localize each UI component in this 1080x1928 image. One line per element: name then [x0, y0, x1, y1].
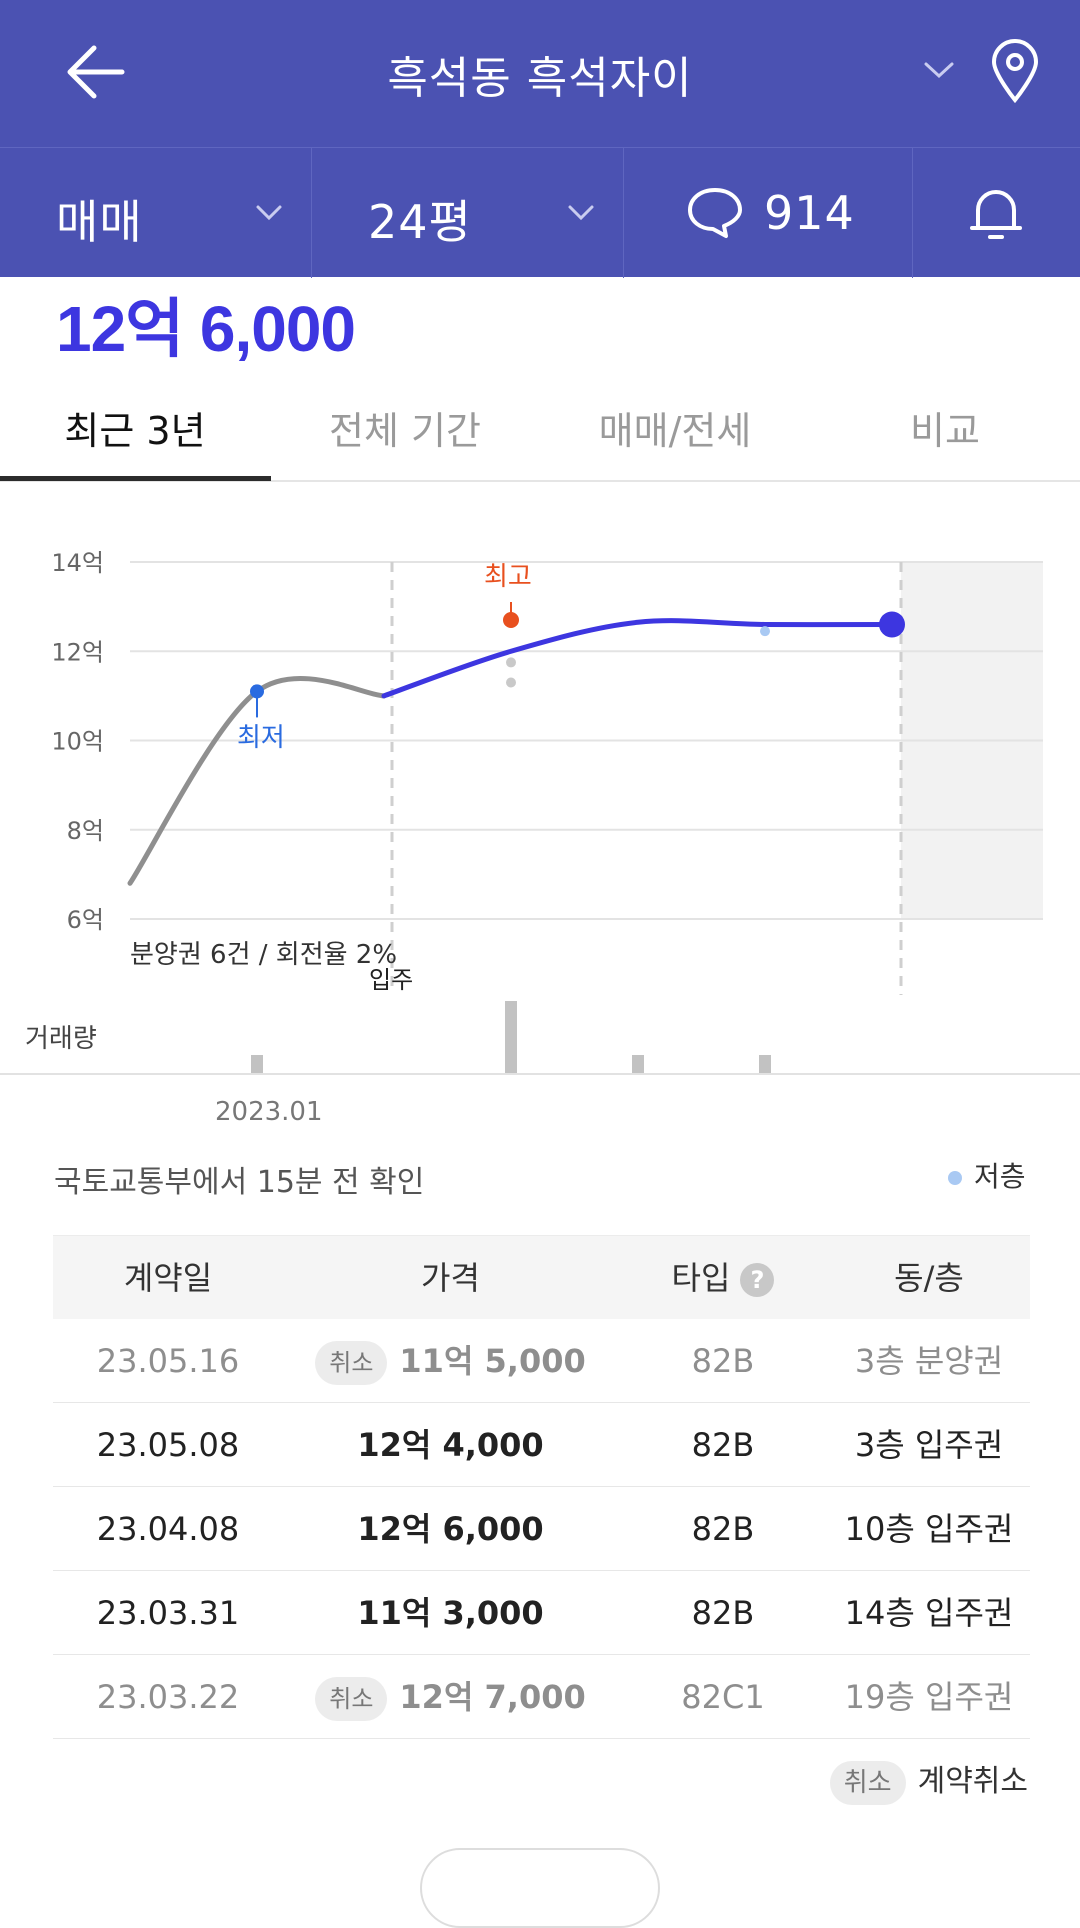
- contract-date: 23.03.31: [96, 1594, 240, 1632]
- table-row[interactable]: 23.05.08 12억 4,000 82B 3층 입주권: [53, 1403, 1030, 1487]
- trade-dot: [506, 657, 516, 668]
- back-arrow-icon[interactable]: [60, 40, 130, 104]
- header-type-text: 타입: [671, 1259, 731, 1297]
- cancel-legend: 취소 계약취소: [829, 1756, 1028, 1805]
- legend-dot-icon: [948, 1171, 962, 1185]
- location-pin-icon[interactable]: [990, 38, 1040, 104]
- cancel-legend-text: 계약취소: [917, 1764, 1028, 1799]
- help-icon[interactable]: ?: [740, 1263, 775, 1297]
- comments-button[interactable]: 914: [624, 148, 913, 278]
- cancel-badge: 취소: [315, 1341, 388, 1385]
- header-price: 가격: [421, 1259, 480, 1297]
- table-row[interactable]: 23.05.16 취소 11억 5,000 82B 3층 분양권: [53, 1319, 1030, 1403]
- price-trend-line: [381, 618, 895, 699]
- deal-price: 11억 3,000: [283, 1571, 618, 1654]
- deal-price-text: 12억 6,000: [357, 1510, 544, 1548]
- table-row[interactable]: 23.04.08 12억 6,000 82B 10층 입주권: [53, 1487, 1030, 1571]
- contract-date: 23.05.16: [96, 1342, 240, 1380]
- volume-bar: [759, 1055, 771, 1073]
- floor-info: 3층 입주권: [854, 1426, 1004, 1464]
- high-point: [503, 612, 519, 629]
- unit-type: 82B: [691, 1426, 755, 1464]
- current-price: 12억 6,000: [56, 293, 356, 365]
- complex-title[interactable]: 흑석동 흑석자이: [387, 53, 693, 104]
- contract-date: 23.05.08: [96, 1426, 240, 1464]
- y-tick-label: 12억: [51, 638, 104, 666]
- speech-bubble-icon: [688, 188, 742, 238]
- bell-icon: [970, 190, 1022, 239]
- comment-count: 914: [764, 186, 855, 240]
- current-point: [879, 611, 905, 638]
- tab-all-period[interactable]: 전체 기간: [329, 409, 481, 453]
- y-tick-label: 10억: [51, 728, 104, 756]
- tab-compare[interactable]: 비교: [910, 409, 980, 453]
- x-axis-date: 2023.01: [215, 1097, 323, 1127]
- table-row[interactable]: 23.03.31 11억 3,000 82B 14층 입주권: [53, 1571, 1030, 1655]
- cancel-badge: 취소: [315, 1677, 388, 1721]
- floor-info: 3층 분양권: [854, 1342, 1004, 1380]
- low-floor-text: 저층: [974, 1160, 1026, 1193]
- data-source: 국토교통부에서 15분 전 확인: [54, 1165, 425, 1200]
- unit-type: 82B: [691, 1342, 755, 1380]
- header-unit: 동/층: [894, 1259, 964, 1297]
- tab-recent-3y[interactable]: 최근 3년: [64, 409, 206, 453]
- y-tick-label: 8억: [67, 817, 104, 845]
- period-tabs: 최근 3년 전체 기간 매매/전세 비교: [0, 380, 1080, 482]
- chevron-down-icon: [568, 205, 594, 221]
- transaction-table: 계약일 가격 타입? 동/층 23.05.16 취소 11억 5,000 82B 3층 …: [53, 1235, 1030, 1739]
- move-in-label: 입주: [369, 966, 413, 994]
- chevron-down-icon: [256, 205, 282, 221]
- table-row[interactable]: 23.03.22 취소 12억 7,000 82C1 19층 입주권: [53, 1655, 1030, 1739]
- deal-price-text: 12억 7,000: [399, 1678, 586, 1716]
- low-label: 최저: [237, 723, 285, 753]
- unit-type: 82B: [691, 1594, 755, 1632]
- volume-divider: [0, 1073, 1080, 1075]
- volume-label: 거래량: [25, 1024, 97, 1054]
- deal-price-text: 11억 5,000: [399, 1342, 586, 1380]
- active-tab-indicator: [0, 476, 271, 481]
- trade-dot: [760, 626, 770, 637]
- contract-date: 23.03.22: [96, 1678, 240, 1716]
- y-tick-label: 6억: [67, 906, 104, 934]
- tab-sale-jeonse[interactable]: 매매/전세: [598, 409, 752, 453]
- volume-bar: [505, 1001, 517, 1073]
- floor-info: 19층 입주권: [844, 1678, 1014, 1716]
- floor-info: 14층 입주권: [844, 1594, 1014, 1632]
- volume-bar: [251, 1055, 263, 1073]
- deal-price: 취소 12억 7,000: [283, 1655, 618, 1738]
- area-label: 24평: [368, 195, 472, 249]
- notification-button[interactable]: [913, 148, 1080, 278]
- chevron-down-icon[interactable]: [922, 56, 956, 84]
- high-label: 최고: [484, 562, 532, 592]
- unit-type: 82B: [691, 1510, 755, 1548]
- deal-price-text: 12억 4,000: [357, 1426, 544, 1464]
- floor-info: 10층 입주권: [844, 1510, 1014, 1548]
- presale-note: 분양권 6건 / 회전율 2%: [130, 940, 397, 970]
- deal-price: 취소 11억 5,000: [283, 1319, 618, 1402]
- price-chart[interactable]: 14억 12억 10억 8억 6억 분양권 6건 / 회전율 2% 입주 거래량 최고 …: [0, 520, 1080, 1080]
- filter-bar: 매매 24평 914: [0, 147, 1080, 278]
- area-selector[interactable]: 24평: [312, 148, 624, 278]
- cancel-badge: 취소: [829, 1760, 906, 1805]
- y-tick-label: 14억: [51, 549, 104, 577]
- app-header: 흑석동 흑석자이: [0, 0, 1080, 147]
- header-date: 계약일: [123, 1259, 213, 1297]
- trade-dot: [506, 677, 516, 688]
- deal-price-text: 11억 3,000: [357, 1594, 544, 1632]
- low-point: [250, 684, 264, 699]
- deal-price: 12억 4,000: [283, 1403, 618, 1486]
- trade-type-selector[interactable]: 매매: [0, 148, 312, 278]
- low-floor-legend: 저층: [948, 1155, 1026, 1195]
- header-type: 타입?: [618, 1236, 828, 1319]
- table-header: 계약일 가격 타입? 동/층: [53, 1235, 1030, 1319]
- more-button[interactable]: [420, 1848, 660, 1928]
- contract-date: 23.04.08: [96, 1510, 240, 1548]
- volume-bar: [632, 1055, 644, 1073]
- deal-price: 12억 6,000: [283, 1487, 618, 1570]
- trade-type-label: 매매: [56, 195, 143, 249]
- unit-type: 82C1: [681, 1678, 765, 1716]
